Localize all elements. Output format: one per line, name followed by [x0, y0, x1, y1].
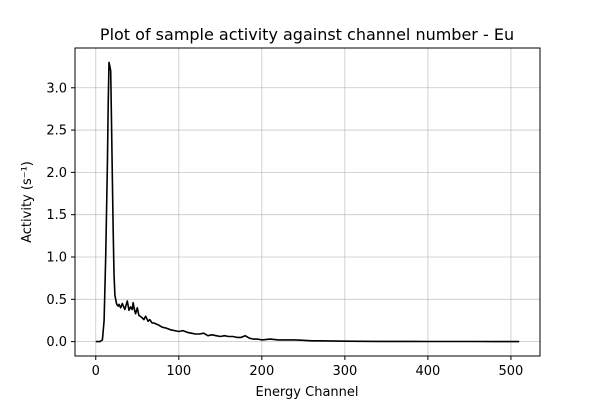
y-tick-label: 1.0 — [46, 251, 67, 266]
x-tick-label: 300 — [332, 364, 357, 379]
x-tick-label: 0 — [92, 364, 100, 379]
x-tick-label: 200 — [249, 364, 274, 379]
activity-line — [95, 61, 520, 343]
axis-ticks: 0 100 200 300 400 500 0.0 0.5 1.0 1.5 2.0 2.5 3.0 — [46, 81, 523, 379]
y-axis-label: Activity (s⁻¹) — [20, 161, 35, 243]
series-layer — [95, 61, 520, 343]
y-tick-label: 3.0 — [46, 81, 67, 96]
y-tick-label: 2.5 — [46, 124, 67, 139]
y-tick-label: 0.0 — [46, 335, 67, 350]
y-tick-label: 0.5 — [46, 293, 67, 308]
y-tick-label: 1.5 — [46, 208, 67, 223]
x-tick-label: 400 — [415, 364, 440, 379]
chart-title: Plot of sample activity against channel … — [100, 25, 514, 44]
x-axis-label: Energy Channel — [255, 385, 358, 400]
x-tick-label: 500 — [499, 364, 524, 379]
grid — [75, 48, 540, 356]
x-tick-label: 100 — [166, 364, 191, 379]
plot-frame — [74, 47, 541, 357]
y-tick-label: 2.0 — [46, 166, 67, 181]
